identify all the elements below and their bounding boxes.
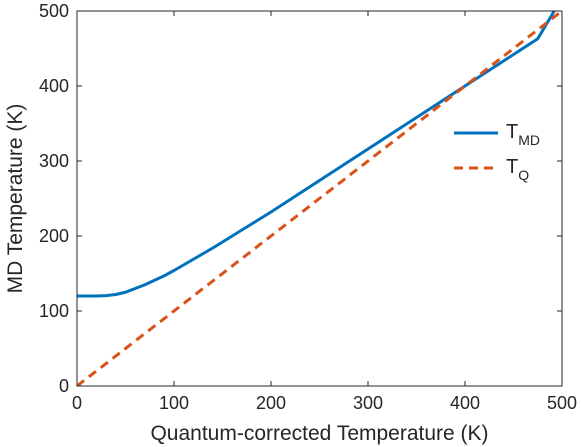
y-tick-label: 100 (39, 301, 69, 321)
x-tick-label: 0 (72, 393, 82, 413)
y-tick-label: 200 (39, 226, 69, 246)
legend-label-main: T (506, 156, 518, 178)
legend-label-subscript: MD (518, 132, 540, 148)
legend-label-tq: TQ (506, 156, 529, 183)
x-tick-label: 300 (353, 393, 383, 413)
x-tick-label: 500 (547, 393, 577, 413)
legend-label-main: T (506, 121, 518, 143)
y-tick-label: 300 (39, 151, 69, 171)
series-line-tq (77, 11, 562, 386)
axes-frame (76, 10, 563, 387)
y-tick-label: 500 (39, 1, 69, 21)
x-tick-label: 400 (450, 393, 480, 413)
y-tick-label: 0 (59, 376, 69, 396)
y-tick-label: 400 (39, 76, 69, 96)
legend-label-subscript: Q (518, 167, 529, 183)
x-tick-label: 200 (256, 393, 286, 413)
legend-label-tmd: TMD (506, 121, 540, 148)
x-tick-label: 100 (159, 393, 189, 413)
series-line-tmd (77, 11, 556, 298)
y-axis-label: MD Temperature (K) (4, 104, 27, 294)
x-axis-label: Quantum-corrected Temperature (K) (150, 422, 488, 445)
ticks-layer: 0 100 200 300 400 500 0 100 200 300 400 500 (39, 1, 577, 413)
series-layer (77, 11, 562, 386)
